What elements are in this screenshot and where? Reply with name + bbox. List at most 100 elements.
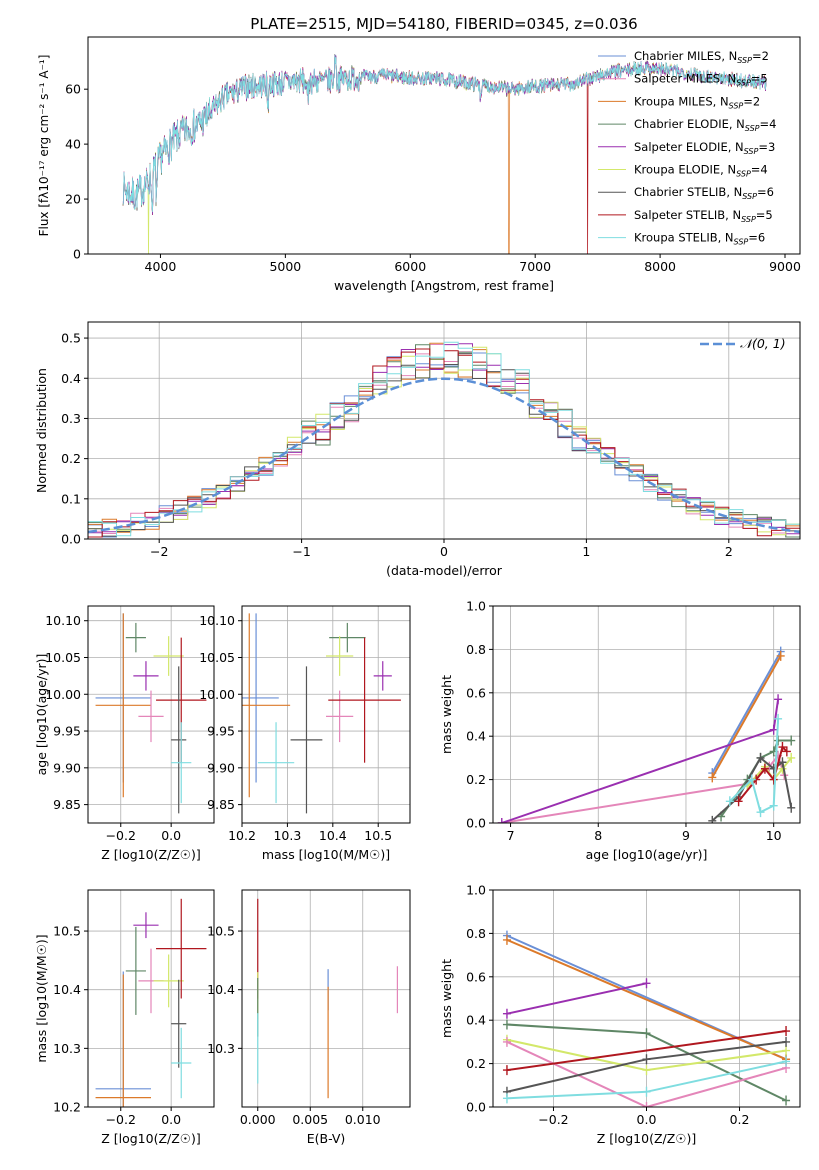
weight-marker-cyan	[642, 1086, 651, 1097]
weight-marker-green	[502, 1019, 511, 1030]
axes-frame	[492, 605, 801, 824]
legend-suffix: =4	[751, 163, 768, 177]
y-tick-label: 10.10	[45, 613, 81, 628]
y-tick-label: 9.95	[53, 724, 81, 739]
x-tick-label: 10.2	[228, 828, 256, 843]
y-tick-label: 0.2	[466, 772, 486, 787]
legend-label: Salpeter ELODIE, N	[634, 140, 744, 154]
x-axis-label: E(B-V)	[307, 1131, 346, 1146]
plot-area	[95, 898, 207, 1107]
y-tick-label: 10.4	[207, 982, 235, 997]
legend-suffix: =3	[758, 140, 775, 154]
normal-curve	[88, 377, 800, 534]
legend-label: Chabrier MILES, N	[634, 49, 737, 63]
legend-suffix: =5	[756, 208, 773, 222]
weight-marker-purple	[642, 978, 651, 989]
x-tick-label: 0.0	[161, 1112, 181, 1127]
y-tick-label: 0.1	[61, 491, 81, 506]
y-tick-label: 0.0	[61, 532, 81, 547]
plot-area	[242, 613, 401, 814]
weight-marker-dark	[778, 757, 787, 768]
plot-area	[95, 613, 207, 814]
x-tick-label: 0.0	[637, 1112, 657, 1127]
x-axis-label: wavelength [Angstrom, rest frame]	[334, 278, 554, 293]
legend-entry: Kroupa ELODIE, NSSP=4	[634, 163, 768, 179]
weight-marker-pink	[642, 1102, 651, 1107]
legend-suffix: =6	[748, 231, 765, 245]
x-tick-label: 10.4	[319, 828, 347, 843]
x-tick-label: 6000	[394, 259, 426, 274]
legend-entry: Salpeter ELODIE, NSSP=3	[634, 140, 775, 156]
x-tick-label: 9000	[769, 259, 801, 274]
legend-sub: SSP	[737, 56, 752, 65]
y-tick-label: 10.3	[53, 1041, 81, 1056]
y-tick-label: 1.0	[466, 883, 486, 898]
axes-frame	[241, 889, 411, 1108]
y-tick-label: 40	[65, 137, 81, 152]
y-tick-label: 0.3	[61, 411, 81, 426]
weight-marker-red	[782, 746, 791, 757]
y-tick-label: 10.05	[199, 650, 235, 665]
legend-sub: SSP	[741, 215, 756, 224]
y-tick-label: 0.0	[466, 1100, 486, 1115]
weight-marker-red	[769, 774, 778, 785]
plot-area	[257, 898, 398, 1099]
x-tick-label: 10	[766, 828, 782, 843]
legend-suffix: =2	[752, 49, 769, 63]
weight-marker-cyan	[747, 774, 756, 785]
x-tick-label: 0.010	[345, 1112, 381, 1127]
legend-entry: Kroupa MILES, NSSP=2	[634, 94, 760, 110]
legend-entry: Chabrier ELODIE, NSSP=4	[634, 117, 776, 133]
y-tick-label: 0.4	[61, 371, 81, 386]
weight-marker-cyan	[756, 807, 765, 818]
y-tick-label: 0.6	[466, 685, 486, 700]
y-tick-label: 9.85	[53, 797, 81, 812]
legend-suffix: =5	[751, 72, 768, 86]
y-tick-label: 1.0	[466, 599, 486, 614]
weight-marker-red	[782, 1026, 791, 1037]
legend-label: Kroupa MILES, N	[634, 94, 729, 108]
weight-marker-red	[778, 742, 787, 753]
x-tick-label: 2	[725, 544, 733, 559]
y-tick-label: 60	[65, 82, 81, 97]
y-tick-label: 0.2	[61, 451, 81, 466]
y-tick-label: 10.4	[53, 982, 81, 997]
weight-line-red	[737, 745, 788, 802]
y-tick-label: 0.4	[466, 729, 486, 744]
panel-massweight_vs_Z: −0.2 0.0 0.2 0.0 0.2 0.4 0.6 0.8 1.0 Z [log10(Z/Z…	[439, 883, 801, 1146]
x-tick-label: 1	[582, 544, 590, 559]
histogram-red	[88, 348, 800, 538]
legend-label: Chabrier STELIB, N	[634, 185, 742, 199]
y-tick-label: 10.5	[53, 924, 81, 939]
y-tick-label: 9.85	[207, 797, 235, 812]
plot-area	[497, 646, 796, 823]
weight-marker-cyan	[502, 1093, 511, 1104]
y-tick-label: 10.5	[207, 924, 235, 939]
weight-marker-dark	[787, 802, 796, 813]
x-axis-label: Z [log10(Z/Z☉)]	[597, 1131, 697, 1146]
spectrum-line-cyan	[122, 55, 767, 213]
axes-frame	[87, 889, 215, 1108]
x-tick-label: 0.000	[240, 1112, 276, 1127]
x-tick-label: −0.2	[106, 1112, 136, 1127]
y-axis-label: Normed distribution	[34, 368, 49, 493]
y-tick-label: 0.8	[466, 642, 486, 657]
legend-entry: Chabrier MILES, NSSP=2	[634, 49, 769, 65]
legend-sub: SSP	[736, 170, 751, 179]
plot-area	[502, 930, 791, 1107]
x-tick-label: −0.2	[538, 1112, 568, 1127]
x-tick-label: 7000	[519, 259, 551, 274]
x-tick-label: 10.5	[364, 828, 392, 843]
weight-marker-yellow	[642, 1065, 651, 1076]
weight-marker-red	[734, 796, 743, 807]
panel-spectrum: 4000 5000 6000 7000 8000 9000 0 20 40 60 wavelengt…	[37, 36, 801, 293]
y-tick-label: 10.05	[45, 650, 81, 665]
x-tick-label: 0	[440, 544, 448, 559]
x-tick-label: 8	[594, 828, 602, 843]
legend-suffix: =4	[760, 117, 777, 131]
legend-sub: SSP	[734, 238, 749, 247]
y-tick-label: 10.00	[199, 687, 235, 702]
x-tick-label: 8000	[644, 259, 676, 274]
x-tick-label: −1	[292, 544, 310, 559]
